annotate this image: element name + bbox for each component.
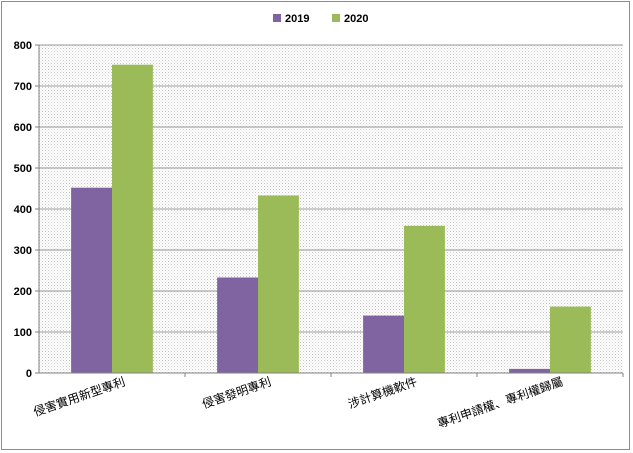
bar-2019-1: [217, 277, 258, 373]
x-category-label: 侵害發明專利: [200, 374, 273, 412]
y-tick-label: 0: [26, 368, 32, 380]
legend-label-2019: 2019: [285, 13, 309, 25]
legend-swatch-2020: [332, 14, 340, 22]
x-category-label: 侵害實用新型專利: [31, 374, 127, 419]
bar-2020-2: [404, 225, 445, 373]
y-tick-label: 400: [14, 204, 32, 216]
x-category-label: 涉計算機軟件: [346, 374, 419, 412]
y-tick-label: 300: [14, 245, 32, 257]
bar-2019-2: [363, 315, 404, 373]
bar-2020-1: [258, 195, 299, 373]
bars: [71, 64, 591, 374]
y-tick-label: 800: [14, 40, 32, 52]
bar-2020-0: [112, 64, 153, 374]
y-tick-label: 200: [14, 286, 32, 298]
x-axis-labels: 侵害實用新型專利 侵害發明專利 涉計算機軟件 專利申請權、專利權歸屬: [31, 374, 565, 431]
x-category-label: 專利申請權、專利權歸屬: [436, 375, 565, 431]
y-axis-ticks: 0 100 200 300 400 500 600 700 800: [14, 40, 39, 380]
legend-label-2020: 2020: [344, 13, 368, 25]
bar-2019-3: [509, 368, 550, 373]
y-tick-label: 100: [14, 327, 32, 339]
y-tick-label: 700: [14, 81, 32, 93]
y-tick-label: 600: [14, 122, 32, 134]
y-tick-label: 500: [14, 163, 32, 175]
legend: 2019 2020: [273, 13, 368, 25]
bar-2020-3: [550, 306, 591, 373]
bar-2019-0: [71, 187, 112, 373]
legend-swatch-2019: [273, 14, 281, 22]
